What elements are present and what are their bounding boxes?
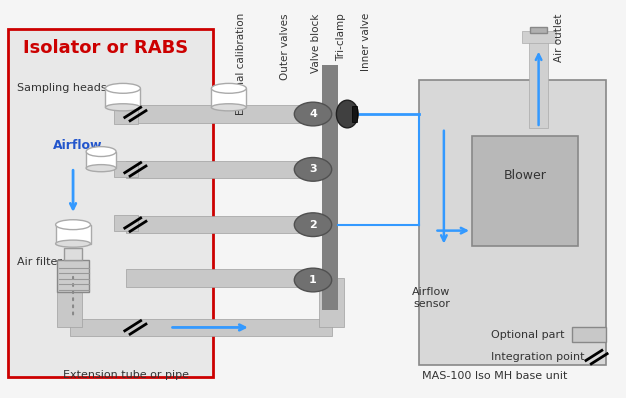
Text: 1: 1 bbox=[309, 275, 317, 285]
Circle shape bbox=[294, 158, 332, 181]
Bar bbox=[64, 248, 83, 260]
Circle shape bbox=[294, 268, 332, 292]
Bar bbox=[212, 88, 246, 107]
Ellipse shape bbox=[56, 240, 91, 247]
Bar bbox=[113, 162, 138, 177]
Bar bbox=[352, 106, 357, 122]
Text: MAS-100 Iso MH base unit: MAS-100 Iso MH base unit bbox=[422, 371, 567, 381]
Text: Inner valve: Inner valve bbox=[361, 13, 371, 72]
Bar bbox=[126, 161, 326, 178]
Ellipse shape bbox=[86, 165, 116, 172]
Circle shape bbox=[294, 102, 332, 126]
Ellipse shape bbox=[212, 104, 246, 111]
Ellipse shape bbox=[86, 146, 116, 156]
Text: 3: 3 bbox=[309, 164, 317, 174]
Text: Optional part: Optional part bbox=[491, 330, 564, 340]
Text: Valve block: Valve block bbox=[311, 13, 321, 72]
Bar bbox=[126, 269, 326, 287]
Text: Isolator or RABS: Isolator or RABS bbox=[23, 39, 188, 57]
Text: Extension tube or pipe: Extension tube or pipe bbox=[63, 370, 189, 380]
Text: External calibration: External calibration bbox=[237, 13, 246, 115]
Bar bbox=[105, 88, 140, 107]
Bar bbox=[8, 29, 213, 377]
Bar bbox=[530, 27, 547, 33]
Bar bbox=[529, 33, 548, 128]
Text: Air filter: Air filter bbox=[17, 257, 62, 267]
Ellipse shape bbox=[56, 220, 91, 230]
Bar bbox=[113, 104, 138, 124]
Ellipse shape bbox=[212, 84, 246, 93]
Text: Air outlet: Air outlet bbox=[554, 13, 564, 62]
Text: Blower: Blower bbox=[503, 169, 546, 182]
Text: 2: 2 bbox=[309, 220, 317, 230]
Text: Outer valves: Outer valves bbox=[280, 13, 290, 80]
Bar bbox=[322, 64, 338, 310]
Bar bbox=[572, 327, 606, 342]
Text: Integration point: Integration point bbox=[491, 352, 584, 362]
Ellipse shape bbox=[336, 100, 358, 128]
Text: Sampling heads: Sampling heads bbox=[17, 83, 106, 94]
Circle shape bbox=[294, 213, 332, 236]
Bar bbox=[70, 319, 332, 336]
Bar bbox=[58, 260, 89, 292]
Bar bbox=[86, 152, 116, 168]
Bar bbox=[58, 274, 83, 328]
Bar bbox=[522, 31, 556, 43]
Bar bbox=[419, 80, 606, 365]
Bar bbox=[56, 225, 91, 244]
Text: Tri-clamp: Tri-clamp bbox=[336, 13, 346, 61]
Text: 4: 4 bbox=[309, 109, 317, 119]
Text: Airflow: Airflow bbox=[53, 139, 103, 152]
Bar bbox=[113, 215, 138, 230]
Bar bbox=[126, 216, 326, 233]
Bar bbox=[472, 136, 578, 246]
Ellipse shape bbox=[105, 84, 140, 93]
Text: Airflow
sensor: Airflow sensor bbox=[413, 287, 451, 308]
Ellipse shape bbox=[105, 104, 140, 111]
Bar bbox=[126, 105, 326, 123]
Bar bbox=[319, 278, 344, 328]
